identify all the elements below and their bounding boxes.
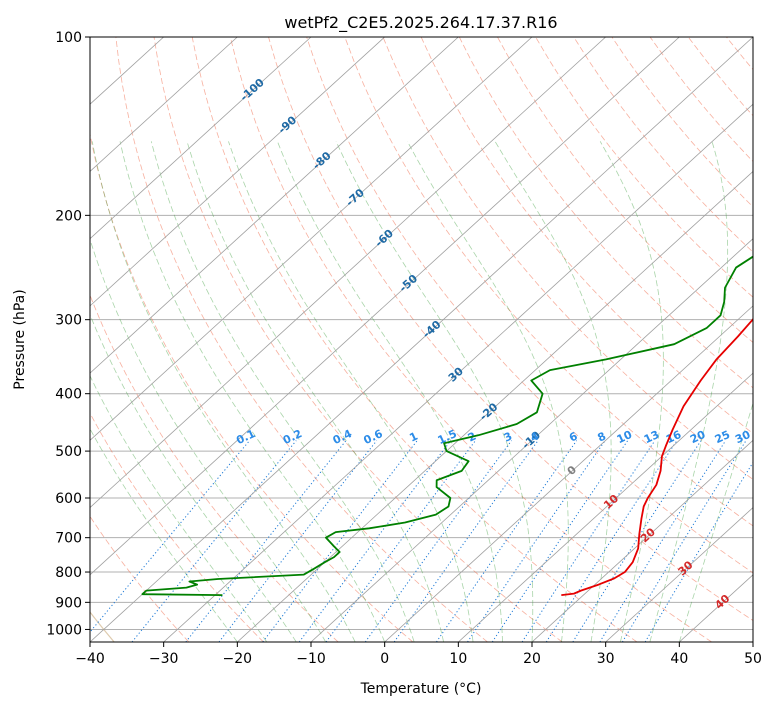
isotherm-line	[237, 170, 753, 642]
moist-adiabat-line	[119, 141, 386, 642]
moist-adiabat-line	[407, 141, 569, 642]
isotherms	[90, 37, 753, 642]
mixing-ratio-line	[644, 461, 753, 642]
isotherm-line	[90, 37, 459, 374]
isotherm-line	[310, 238, 753, 642]
mixing-ratio-label: 20	[688, 428, 708, 446]
pressure-gridlines	[90, 37, 753, 630]
isotherm-line	[458, 372, 753, 642]
mixing-ratio-line	[467, 440, 606, 642]
isotherm-line	[90, 37, 533, 441]
y-tick-label: 1000	[46, 622, 82, 638]
mixing-ratio-line	[131, 440, 297, 642]
x-tick-label: −30	[149, 651, 179, 667]
mixing-ratio-line	[491, 440, 629, 642]
y-tick-label: 700	[55, 531, 82, 547]
mixing-ratio-lines	[90, 440, 753, 642]
mixing-ratio-line	[545, 440, 678, 642]
moist-adiabat-line	[90, 313, 297, 642]
x-tick-label: 20	[523, 651, 541, 667]
moist-adiabat-line	[335, 141, 534, 642]
x-axis-label: Temperature (°C)	[360, 681, 482, 697]
mixing-ratio-label: 13	[642, 428, 661, 446]
sounding-series	[141, 255, 753, 596]
moist-adiabat-line	[228, 141, 474, 642]
isotherm-line	[90, 37, 238, 172]
y-axis: 100 200 300 400 500 600 700 800 900 1000	[46, 30, 90, 638]
isotherm-line	[90, 37, 753, 642]
mixing-ratio-label: 16	[664, 428, 684, 446]
mixing-ratio-line	[521, 440, 656, 642]
dry-adiabat-line	[153, 37, 563, 642]
x-tick-label: 50	[744, 651, 762, 667]
moist-adiabat-line	[150, 141, 415, 642]
mixing-ratio-line	[298, 440, 452, 642]
y-tick-label: 200	[55, 208, 82, 224]
x-tick-label: −20	[223, 651, 253, 667]
y-tick-label: 100	[55, 30, 82, 46]
dry-adiabat-line	[229, 37, 712, 642]
dry-adiabat-line	[115, 37, 488, 642]
x-tick-label: 30	[597, 651, 615, 667]
mixing-ratio-line	[364, 440, 512, 642]
y-tick-label: 900	[55, 595, 82, 611]
mixing-ratio-line	[325, 440, 476, 642]
moist-adiabat-line	[599, 141, 664, 642]
moist-adiabat-line	[277, 141, 503, 642]
isotherm-line	[605, 507, 753, 642]
x-tick-label: 10	[449, 651, 467, 667]
isotherm-line	[90, 37, 385, 307]
isotherm-line	[90, 37, 312, 240]
dry-adiabat-line	[90, 515, 190, 642]
dewpoint-line	[141, 255, 753, 596]
moist-adiabat-line	[90, 374, 268, 642]
dry-adiabat-line	[497, 37, 753, 343]
x-tick-label: 0	[380, 651, 389, 667]
moist-adiabat-line	[678, 401, 753, 642]
mixing-ratio-label: 30	[733, 428, 753, 446]
mixing-ratio-label: 10	[615, 428, 635, 446]
x-tick-label: −40	[75, 651, 105, 667]
moist-adiabat-line	[649, 141, 729, 642]
x-axis: −40 −30 −20 −10 0 10 20 30 40 50	[75, 642, 762, 667]
y-tick-label: 500	[55, 444, 82, 460]
moist-adiabat-line	[91, 141, 356, 642]
moist-adiabat-line	[186, 141, 444, 642]
dry-adiabat-line	[458, 37, 753, 389]
mixing-ratio-line	[262, 440, 418, 642]
y-tick-label: 800	[55, 565, 82, 581]
x-tick-label: −10	[296, 651, 326, 667]
y-tick-label: 300	[55, 313, 82, 329]
dry-adiabat-line	[191, 37, 638, 642]
y-tick-label: 600	[55, 491, 82, 507]
dry-adiabat-line	[382, 37, 753, 480]
y-axis-label: Pressure (hPa)	[12, 289, 28, 389]
plot-area: -100-90-80-70-60-50-4030-20-10010203040 …	[90, 37, 753, 642]
moist-adiabat-line	[90, 237, 327, 642]
isotherm-line	[90, 37, 680, 576]
mixing-ratio-line	[436, 440, 578, 642]
x-tick-label: 40	[670, 651, 688, 667]
dry-adiabat-line	[90, 412, 264, 642]
isotherm-line	[163, 103, 753, 642]
chart-title: wetPf2_C2E5.2025.264.17.37.R16	[284, 13, 557, 33]
dry-adiabat-line	[306, 37, 753, 574]
isotherm-line	[384, 305, 753, 642]
dry-adiabat-line	[535, 37, 753, 298]
plot-frame	[89, 36, 754, 643]
dry-adiabat-line	[268, 37, 753, 621]
isotherm-line	[90, 37, 606, 509]
y-tick-label: 400	[55, 387, 82, 403]
temperature-line	[561, 317, 753, 596]
isotherm-line	[531, 439, 753, 642]
dry-adiabat-line	[90, 294, 339, 642]
mixing-ratio-label: 25	[713, 428, 732, 446]
